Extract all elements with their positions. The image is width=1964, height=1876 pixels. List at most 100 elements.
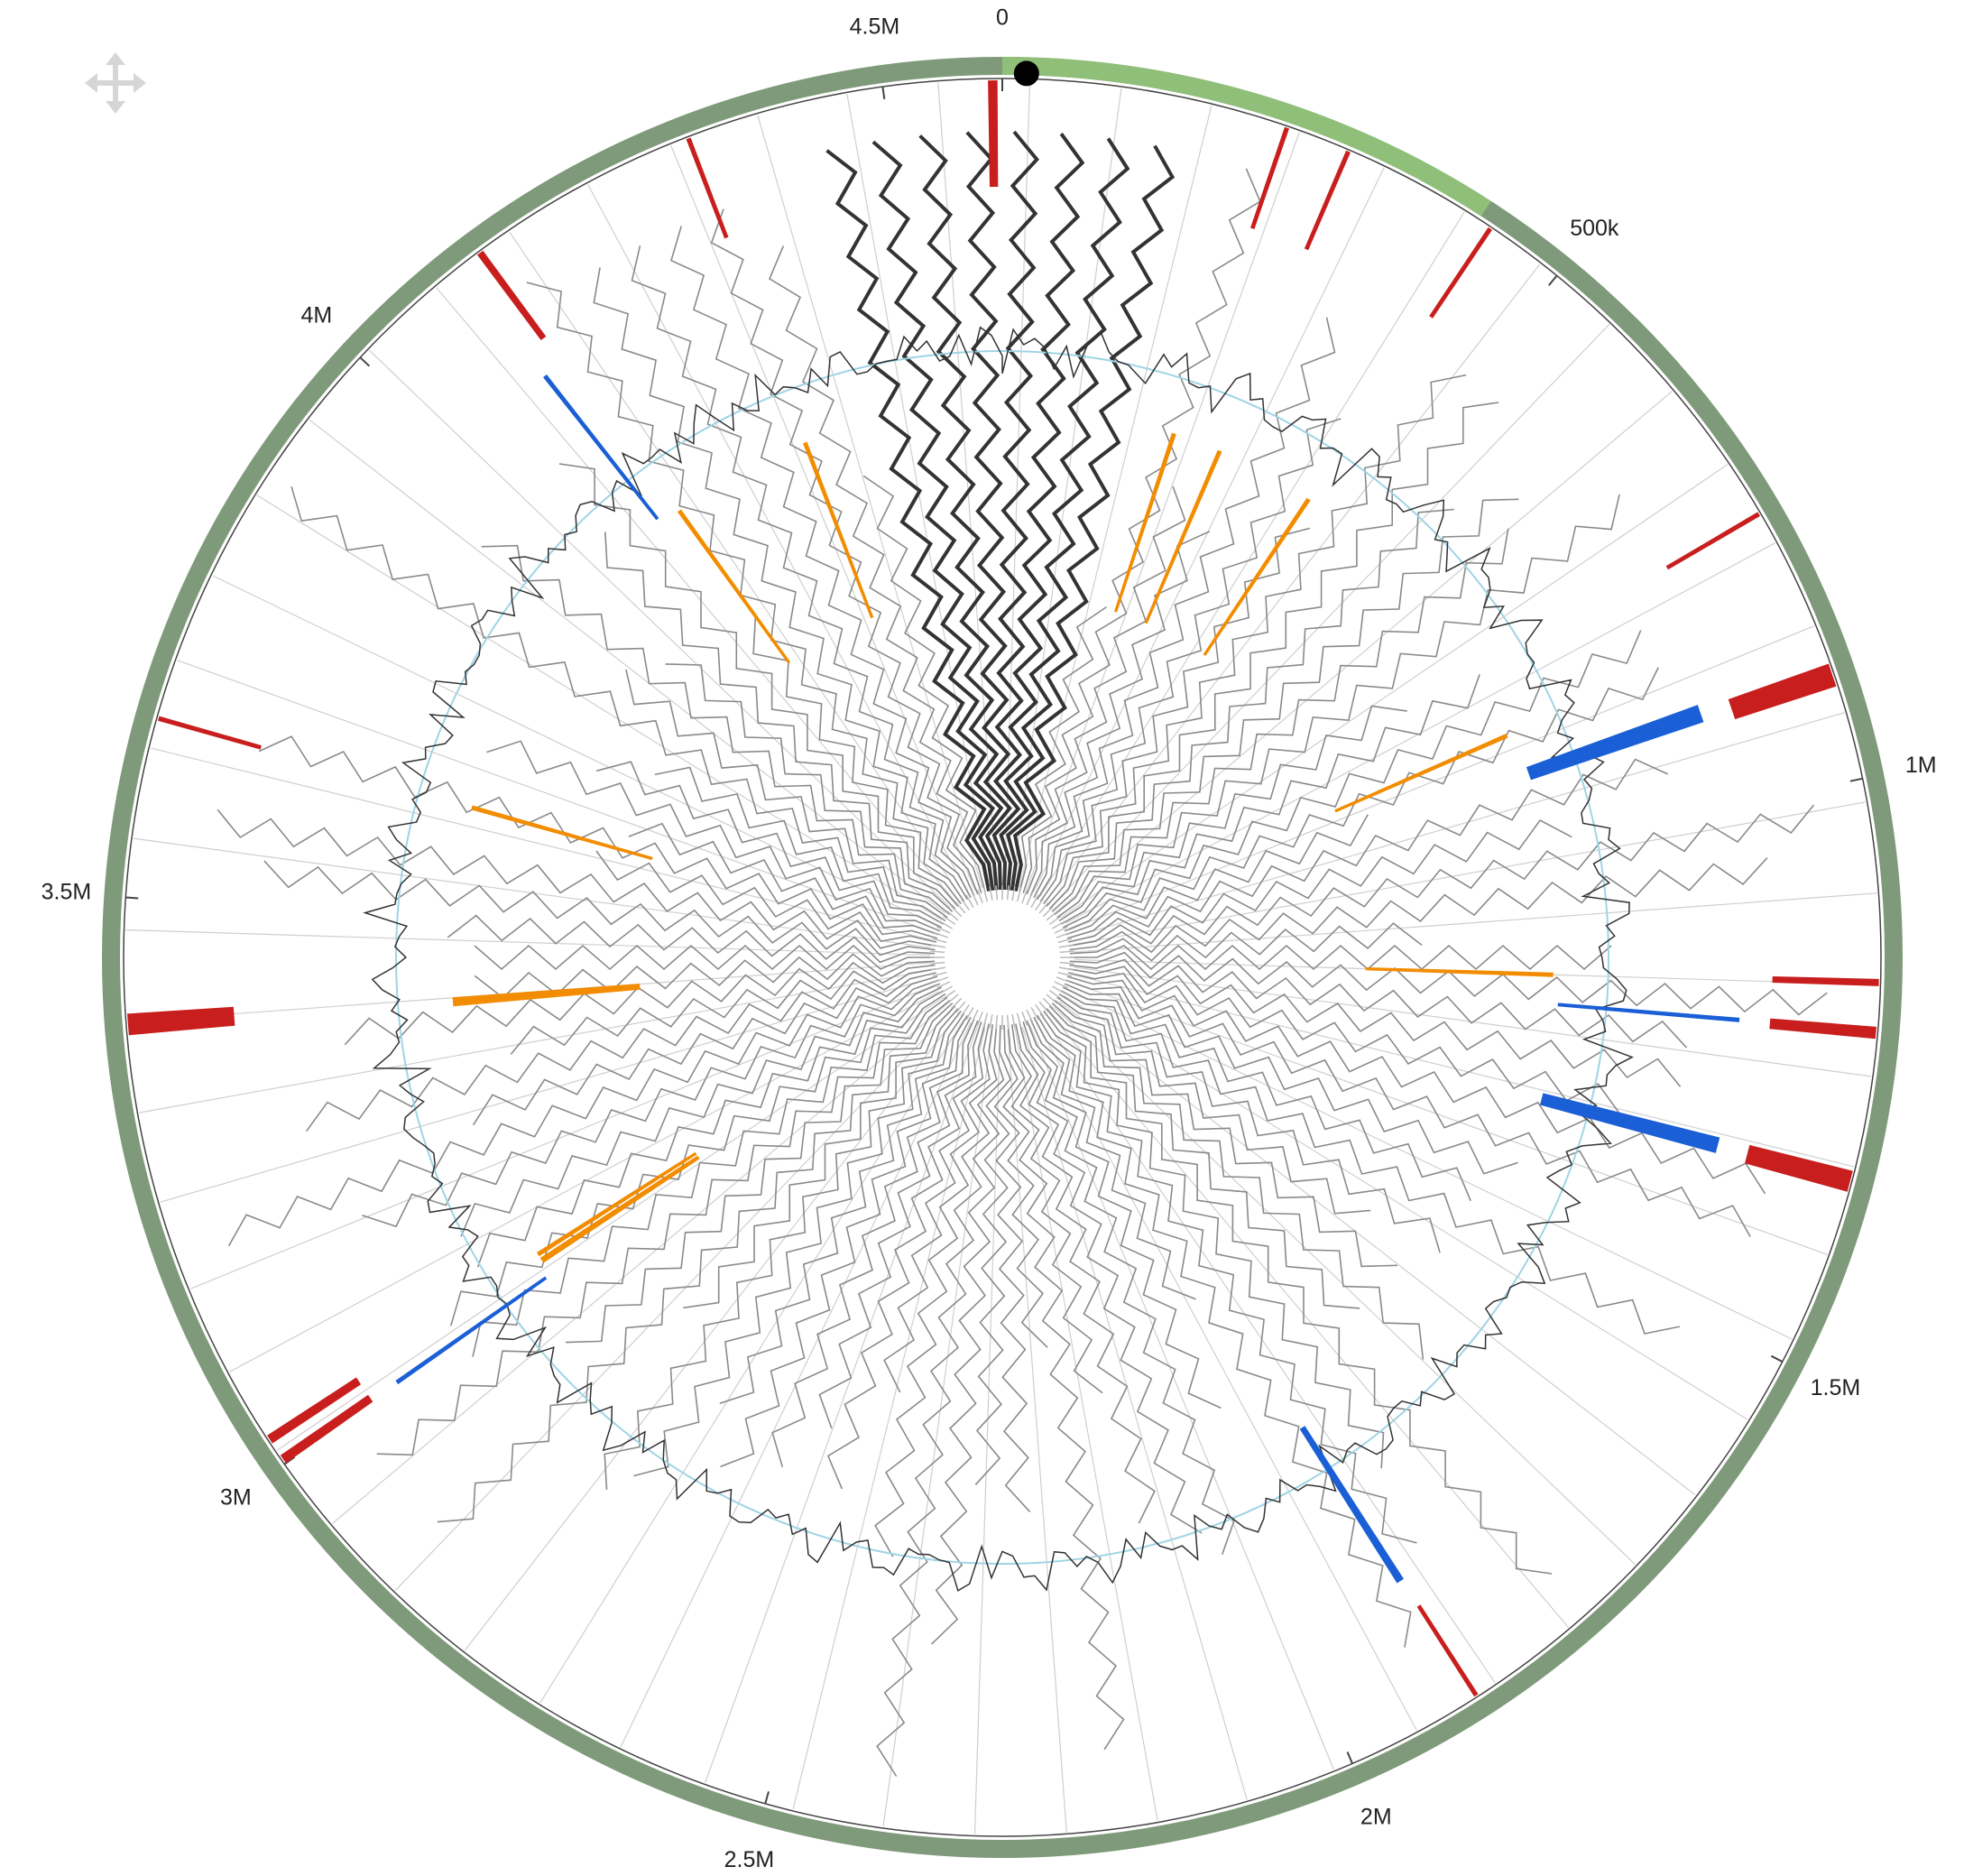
read-track xyxy=(683,1008,959,1309)
move-icon[interactable] xyxy=(85,52,146,114)
spoke xyxy=(177,660,935,934)
read-track xyxy=(1012,144,1176,892)
hub-tick xyxy=(955,901,966,914)
read-track xyxy=(290,485,946,922)
hub-tick xyxy=(943,915,956,925)
read-track xyxy=(710,208,979,895)
feature xyxy=(1526,705,1704,781)
read-track xyxy=(1066,758,1669,939)
move-icon-arrows xyxy=(85,52,146,114)
feature xyxy=(1665,512,1760,570)
feature xyxy=(1416,1604,1479,1697)
read-track xyxy=(474,944,935,971)
tick-mark xyxy=(764,1791,770,1805)
hub-tick xyxy=(960,1003,970,1017)
spoke xyxy=(705,1025,979,1783)
read-track xyxy=(931,1024,1005,1645)
hub-tick xyxy=(955,1001,966,1013)
read-track xyxy=(720,1016,972,1468)
feature xyxy=(127,1006,235,1036)
spoke xyxy=(1003,80,1031,886)
hub-tick xyxy=(1057,971,1073,977)
spoke xyxy=(189,984,936,1289)
feature xyxy=(536,1151,697,1257)
tick-label: 3.5M xyxy=(41,880,92,905)
feature xyxy=(395,1276,548,1385)
read-track xyxy=(1039,527,1311,902)
read-track xyxy=(1019,1022,1156,1524)
hub-tick xyxy=(1026,892,1034,906)
hub-tick xyxy=(936,981,951,989)
read-track xyxy=(1058,993,1441,1253)
hub-tick xyxy=(950,997,963,1010)
read-track xyxy=(1070,944,1612,971)
read-track xyxy=(595,850,937,943)
read-track xyxy=(1065,814,1369,936)
hub-tick xyxy=(1058,944,1074,948)
read-track xyxy=(883,1022,986,1393)
hub-tick xyxy=(989,1013,993,1029)
spoke xyxy=(436,287,956,903)
spoke xyxy=(1072,974,1855,1168)
hub-tick xyxy=(1016,1012,1022,1028)
feature xyxy=(471,805,653,861)
tick-label: 2.5M xyxy=(724,1847,775,1872)
read-track xyxy=(376,999,951,1456)
hub-tick xyxy=(960,898,970,911)
read-track xyxy=(1068,966,1682,1087)
hub-tick xyxy=(1058,966,1074,971)
hub-tick xyxy=(1011,1013,1016,1029)
hub-tick xyxy=(1056,976,1071,984)
read-track xyxy=(991,130,1039,891)
hub-tick xyxy=(995,1014,999,1030)
spoke xyxy=(1068,625,1815,931)
read-track xyxy=(1069,922,1423,962)
hub-tick xyxy=(1052,920,1065,929)
read-track xyxy=(1056,494,1620,919)
read-track xyxy=(1062,630,1642,929)
feature xyxy=(1772,976,1879,986)
feature xyxy=(280,1394,373,1464)
spoke xyxy=(509,231,963,899)
read-track xyxy=(633,1012,965,1477)
spoke xyxy=(368,349,951,909)
hub-tick xyxy=(971,1009,979,1023)
read-track xyxy=(974,1024,1012,1485)
hub-tick xyxy=(930,950,945,954)
read-track xyxy=(1046,1008,1553,1575)
read-track xyxy=(1043,1010,1385,1469)
feature xyxy=(1540,1093,1720,1153)
read-track xyxy=(526,282,965,902)
read-track xyxy=(476,990,945,1268)
tick-mark xyxy=(1346,1751,1353,1764)
hub-tick xyxy=(1038,901,1049,914)
read-track xyxy=(1064,667,1659,932)
tick-label: 500k xyxy=(1570,216,1619,241)
highlight-arc xyxy=(1001,57,1491,217)
feature xyxy=(1334,734,1508,813)
feature xyxy=(477,250,547,340)
read-track xyxy=(999,133,1085,891)
read-track xyxy=(631,245,972,899)
read-track xyxy=(217,809,936,949)
read-track xyxy=(437,1005,956,1523)
spoke xyxy=(139,969,932,1114)
spoke xyxy=(973,1029,1001,1834)
spoke xyxy=(1021,1026,1248,1800)
feature xyxy=(539,1155,700,1263)
read-track xyxy=(1064,983,1518,1175)
feature xyxy=(1745,1144,1853,1192)
tick-label: 2M xyxy=(1360,1805,1392,1830)
spoke xyxy=(539,1018,965,1704)
spoke xyxy=(125,929,931,956)
read-track xyxy=(752,617,962,905)
read-track xyxy=(227,979,939,1247)
spoke xyxy=(1014,1028,1158,1821)
hub-tick xyxy=(1006,885,1010,901)
hub-tick xyxy=(934,931,949,938)
gc-baseline xyxy=(395,350,1609,1565)
read-track xyxy=(1046,402,1499,907)
hub-tick xyxy=(930,961,945,965)
move-icon-bar xyxy=(92,80,139,86)
hub-tick xyxy=(1054,981,1068,989)
